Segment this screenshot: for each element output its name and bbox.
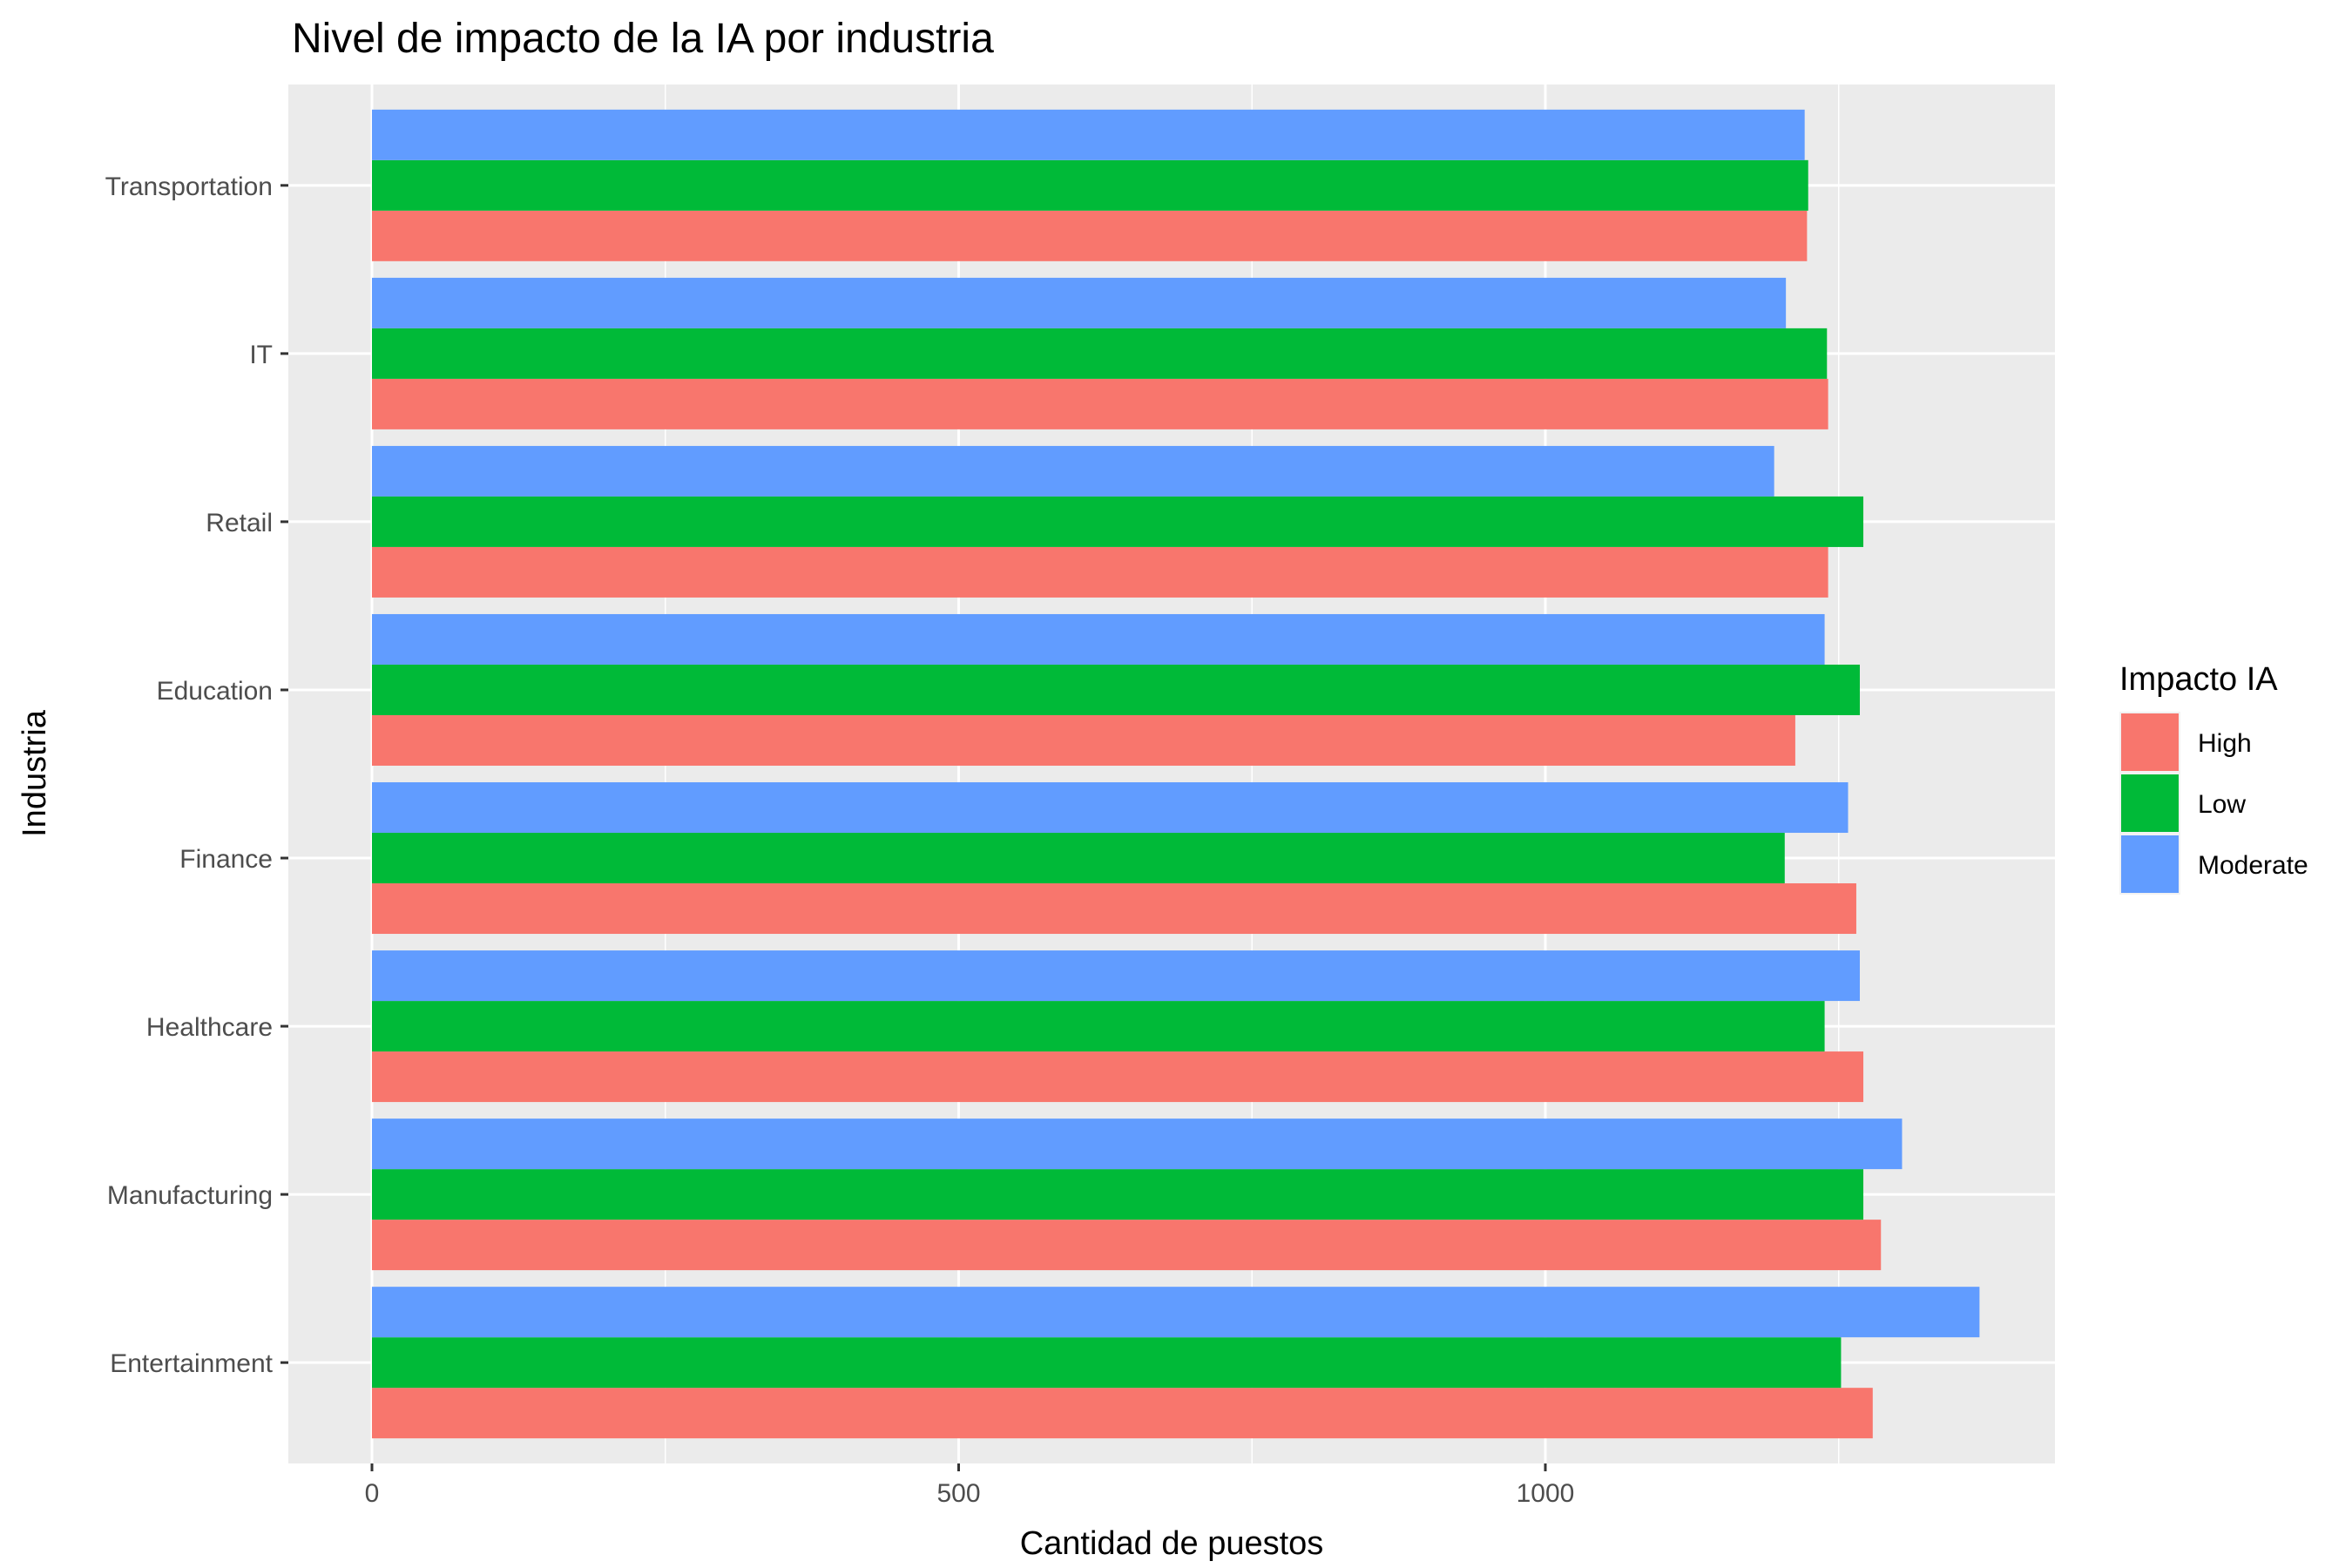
bar-manufacturing-high bbox=[372, 1220, 1882, 1271]
bar-education-low bbox=[372, 664, 1860, 715]
bar-it-high bbox=[372, 378, 1828, 429]
bar-finance-moderate bbox=[372, 782, 1848, 834]
bar-entertainment-low bbox=[372, 1337, 1842, 1389]
y-tick-label: Education bbox=[157, 677, 273, 706]
legend-label-moderate: Moderate bbox=[2198, 851, 2308, 880]
y-tick-label: Transportation bbox=[105, 172, 273, 201]
bar-finance-high bbox=[372, 883, 1856, 935]
bar-transportation-low bbox=[372, 159, 1808, 211]
legend: Impacto IA High Low Moderate bbox=[2119, 661, 2308, 895]
y-tick-label: Healthcare bbox=[146, 1013, 273, 1042]
bar-entertainment-moderate bbox=[372, 1287, 1980, 1338]
bar-manufacturing-moderate bbox=[372, 1119, 1903, 1170]
legend-label-low: Low bbox=[2198, 790, 2246, 819]
bar-retail-low bbox=[372, 496, 1864, 547]
y-axis-title: Industria bbox=[17, 709, 53, 837]
bar-transportation-high bbox=[372, 210, 1808, 261]
bar-transportation-moderate bbox=[372, 109, 1805, 160]
legend-key-moderate bbox=[2121, 835, 2179, 893]
bar-healthcare-moderate bbox=[372, 950, 1860, 1002]
y-tick-label: Manufacturing bbox=[107, 1181, 273, 1210]
legend-title: Impacto IA bbox=[2119, 661, 2278, 698]
bar-it-moderate bbox=[372, 277, 1787, 328]
bar-finance-low bbox=[372, 833, 1785, 884]
bar-retail-moderate bbox=[372, 445, 1774, 497]
x-axis-title: Cantidad de puestos bbox=[1020, 1525, 1324, 1562]
y-tick-label: Entertainment bbox=[110, 1349, 273, 1378]
legend-label-high: High bbox=[2198, 729, 2252, 758]
y-tick-label: Retail bbox=[206, 509, 273, 537]
y-tick-label: Finance bbox=[179, 845, 273, 874]
x-tick-label: 1000 bbox=[1517, 1479, 1575, 1508]
bar-retail-high bbox=[372, 546, 1828, 598]
x-tick-label: 0 bbox=[365, 1479, 380, 1508]
chart-title: Nivel de impacto de la IA por industria bbox=[292, 16, 994, 62]
bar-education-moderate bbox=[372, 613, 1825, 665]
bar-healthcare-high bbox=[372, 1051, 1864, 1103]
bar-entertainment-high bbox=[372, 1388, 1873, 1439]
bar-education-high bbox=[372, 714, 1795, 766]
bar-healthcare-low bbox=[372, 1001, 1825, 1052]
legend-key-low bbox=[2121, 774, 2179, 832]
x-tick-label: 500 bbox=[936, 1479, 980, 1508]
bar-manufacturing-low bbox=[372, 1169, 1864, 1220]
legend-key-high bbox=[2121, 713, 2179, 771]
y-tick-label: IT bbox=[249, 341, 273, 369]
bar-it-low bbox=[372, 328, 1828, 379]
